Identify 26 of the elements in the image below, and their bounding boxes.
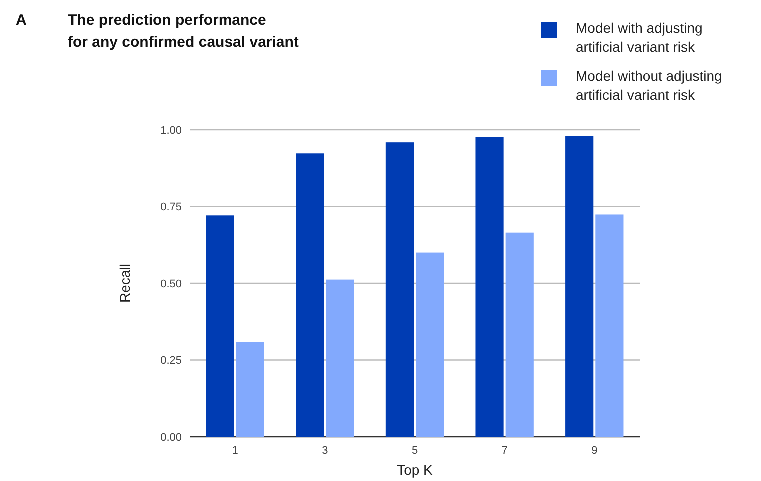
bar xyxy=(416,252,444,437)
bar xyxy=(296,154,324,437)
y-tick-label: 0.25 xyxy=(160,355,182,368)
y-tick-label: 1.00 xyxy=(160,124,182,137)
bar xyxy=(386,142,414,437)
x-tick-label: 3 xyxy=(322,445,328,457)
bar xyxy=(206,216,234,437)
bar xyxy=(596,214,624,437)
legend-label: Model with adjusting artificial variant risk xyxy=(576,20,703,55)
text: A xyxy=(16,12,27,29)
x-tick-label: 5 xyxy=(412,445,418,457)
bar xyxy=(566,136,594,437)
bar xyxy=(326,280,354,437)
y-axis-title: Recall xyxy=(117,264,133,303)
x-tick-label: 9 xyxy=(592,445,598,457)
bar xyxy=(476,137,504,437)
x-tick-label: 7 xyxy=(502,445,508,457)
y-tick-label: 0.50 xyxy=(160,278,182,290)
bar xyxy=(236,342,264,437)
legend-label: Model without adjusting artificial variant risk xyxy=(576,68,722,103)
y-tick-label: 0.00 xyxy=(160,432,182,444)
bar xyxy=(506,232,534,437)
y-tick-label: 0.75 xyxy=(160,202,182,214)
x-tick-label: 1 xyxy=(232,445,238,457)
x-axis-title: Top K xyxy=(397,462,434,478)
chart-title: The prediction performance for any confirmed causal variant xyxy=(68,12,299,51)
